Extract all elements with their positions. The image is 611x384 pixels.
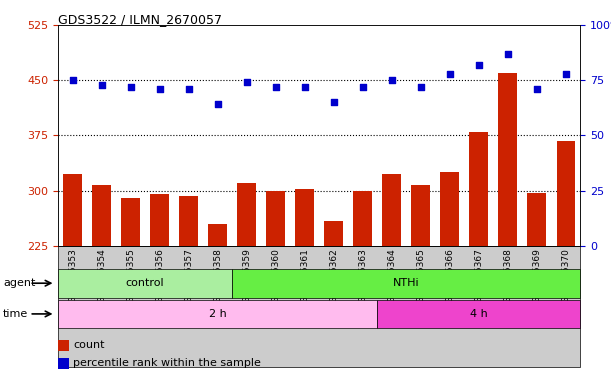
Point — [358, 84, 368, 90]
Point — [300, 84, 310, 90]
Point — [532, 86, 542, 92]
Text: agent: agent — [3, 278, 35, 288]
Bar — [237, 183, 256, 384]
Bar — [58, 246, 580, 367]
Point — [213, 101, 222, 108]
Bar — [208, 223, 227, 384]
Bar — [63, 174, 82, 384]
Text: count: count — [73, 340, 105, 350]
Bar — [469, 132, 488, 384]
Bar — [92, 185, 111, 384]
Bar — [527, 193, 546, 384]
Bar — [58, 269, 232, 298]
Bar — [232, 269, 580, 298]
Bar — [378, 300, 580, 328]
Bar — [58, 300, 378, 328]
Point — [242, 79, 252, 86]
Text: GDS3522 / ILMN_2670057: GDS3522 / ILMN_2670057 — [58, 13, 222, 26]
Bar — [499, 73, 518, 384]
Point — [561, 71, 571, 77]
Point — [271, 84, 280, 90]
Text: NTHi: NTHi — [393, 278, 420, 288]
Point — [184, 86, 194, 92]
Bar — [179, 197, 198, 384]
Bar — [121, 198, 140, 384]
Point — [97, 81, 106, 88]
Bar — [353, 190, 372, 384]
Text: 4 h: 4 h — [470, 309, 488, 319]
Point — [329, 99, 338, 105]
Point — [445, 71, 455, 77]
Bar — [324, 222, 343, 384]
Bar — [411, 185, 430, 384]
Point — [387, 77, 397, 83]
Point — [155, 86, 164, 92]
Text: time: time — [3, 309, 28, 319]
Bar — [557, 141, 576, 384]
Point — [126, 84, 136, 90]
Bar — [441, 172, 459, 384]
Point — [474, 62, 484, 68]
Text: 2 h: 2 h — [209, 309, 227, 319]
Bar — [150, 194, 169, 384]
Bar — [266, 190, 285, 384]
Text: control: control — [126, 278, 164, 288]
Bar — [295, 189, 314, 384]
Point — [416, 84, 426, 90]
Point — [503, 51, 513, 57]
Point — [68, 77, 78, 83]
Text: percentile rank within the sample: percentile rank within the sample — [73, 358, 261, 368]
Bar — [382, 174, 401, 384]
